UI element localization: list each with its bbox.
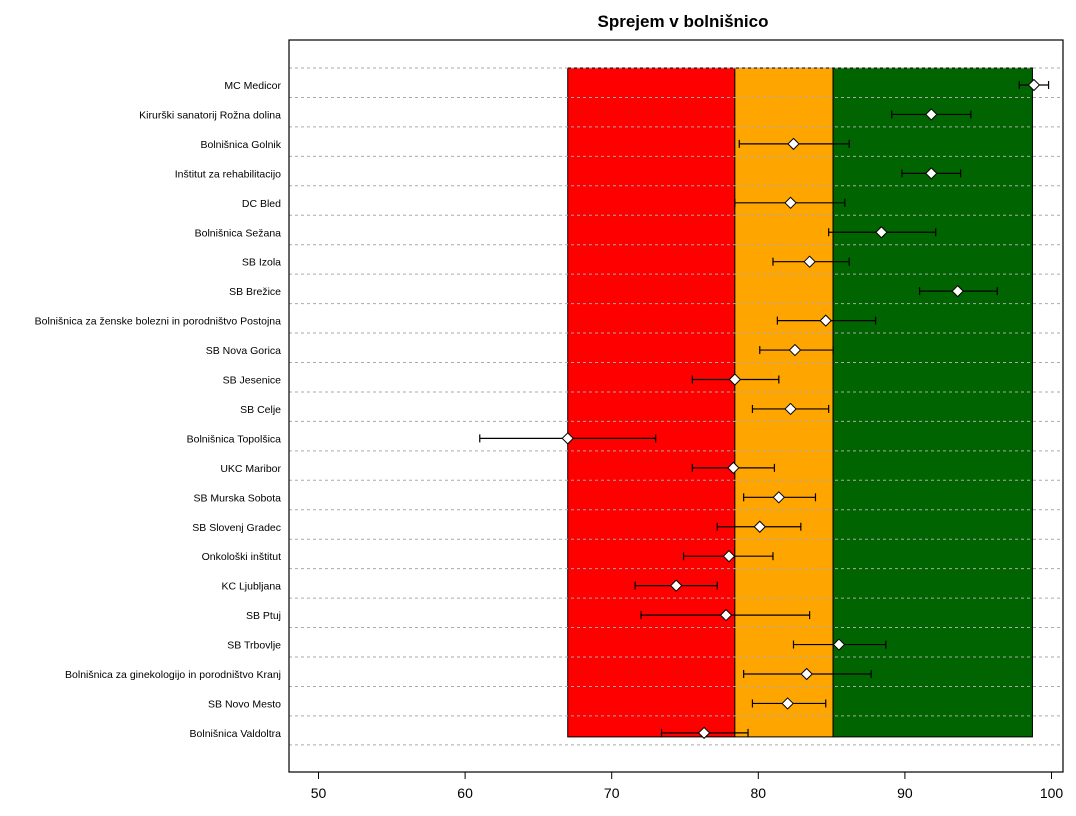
data-point bbox=[728, 373, 742, 386]
data-point bbox=[819, 314, 832, 327]
y-axis-label: SB Murska Sobota bbox=[193, 492, 281, 504]
data-point bbox=[561, 432, 574, 445]
data-point bbox=[800, 667, 813, 681]
data-point bbox=[925, 108, 938, 121]
x-tick-label: 60 bbox=[457, 785, 473, 801]
y-axis-label: Bolnišnica za ginekologijo in porodništv… bbox=[65, 669, 281, 681]
data-point bbox=[772, 491, 786, 504]
y-axis-label: MC Medicor bbox=[224, 80, 281, 92]
y-axis-label: Bolnišnica Sežana bbox=[195, 227, 282, 239]
data-point bbox=[753, 520, 766, 533]
data-point bbox=[727, 461, 740, 475]
y-axis-label: SB Slovenj Gradec bbox=[192, 522, 281, 534]
y-axis-label: Kirurški sanatorij Rožna dolina bbox=[139, 109, 281, 121]
x-axis: 50 60 70 80 90 100 bbox=[311, 772, 1064, 801]
color-bands bbox=[567, 67, 1033, 738]
y-axis-label: SB Novo Mesto bbox=[208, 698, 281, 710]
y-axis-label: SB Celje bbox=[240, 404, 281, 416]
data-point bbox=[875, 226, 888, 239]
data-point bbox=[925, 167, 938, 180]
y-axis-label: SB Izola bbox=[242, 257, 281, 269]
data-point bbox=[832, 638, 846, 651]
y-axis-label: Bolnišnica za ženske bolezni in porodniš… bbox=[35, 316, 281, 328]
data-point bbox=[697, 726, 711, 740]
y-axis-label: Bolnišnica Valdoltra bbox=[190, 728, 282, 740]
y-axis-label: UKC Maribor bbox=[220, 463, 281, 475]
data-point bbox=[719, 608, 733, 622]
data-point bbox=[787, 137, 800, 151]
data-series bbox=[479, 78, 1050, 740]
y-axis-label: SB Trbovlje bbox=[227, 640, 281, 652]
y-axis-label: SB Brežice bbox=[229, 286, 281, 298]
gridlines bbox=[289, 67, 1063, 746]
x-tick-label: 50 bbox=[311, 785, 327, 801]
x-tick-label: 90 bbox=[897, 785, 913, 801]
band bbox=[734, 67, 834, 738]
data-point bbox=[722, 549, 736, 563]
data-point bbox=[788, 343, 802, 357]
data-point bbox=[781, 697, 794, 710]
data-point bbox=[669, 579, 683, 592]
band bbox=[567, 67, 736, 738]
y-axis-label: Onkološki inštitut bbox=[202, 551, 281, 563]
band bbox=[832, 67, 1033, 738]
x-tick-label: 70 bbox=[604, 785, 620, 801]
plot-frame bbox=[288, 39, 1064, 773]
y-axis-label: KC Ljubljana bbox=[221, 581, 281, 593]
y-axis-label: SB Nova Gorica bbox=[206, 345, 281, 357]
y-axis-label: Bolnišnica Golnik bbox=[200, 139, 281, 151]
y-axis-label: SB Ptuj bbox=[246, 610, 281, 622]
data-point bbox=[803, 255, 816, 268]
y-axis-label: SB Jesenice bbox=[223, 375, 282, 387]
data-point bbox=[951, 284, 964, 298]
x-tick-label: 80 bbox=[751, 785, 767, 801]
data-point bbox=[1027, 78, 1041, 92]
x-tick-label: 100 bbox=[1040, 785, 1064, 801]
chart-title: Sprejem v bolnišnico bbox=[598, 12, 769, 31]
y-axis-labels: MC Medicor Kirurški sanatorij Rožna dolin… bbox=[35, 80, 282, 740]
data-point bbox=[784, 196, 797, 210]
y-axis-label: DC Bled bbox=[242, 198, 281, 210]
y-axis-label: Bolnišnica Topolšica bbox=[187, 433, 282, 445]
data-point bbox=[784, 402, 797, 416]
y-axis-label: Inštitut za rehabilitacijo bbox=[175, 168, 281, 180]
